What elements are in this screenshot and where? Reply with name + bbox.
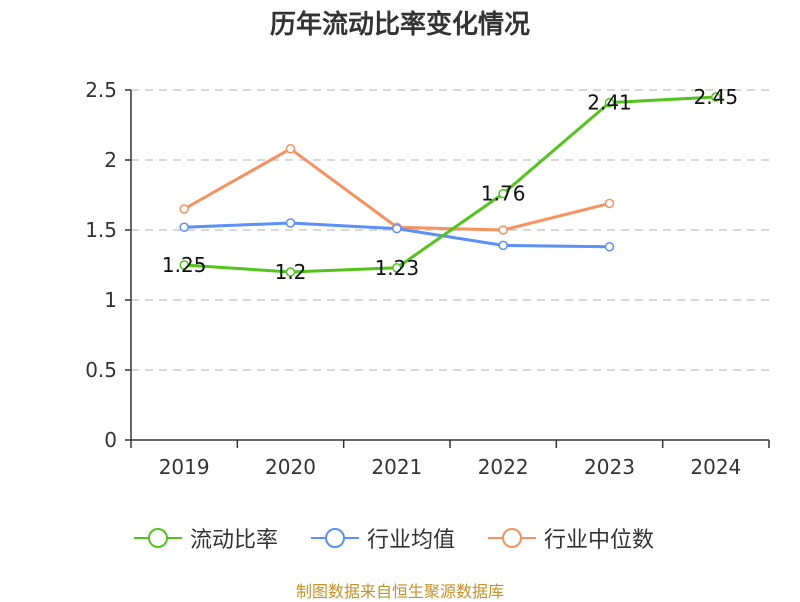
legend-label-industry-average: 行业均值 bbox=[367, 528, 456, 553]
x-tick-label-2019: 2019 bbox=[159, 455, 210, 479]
point-current-ratio-2021 bbox=[392, 263, 402, 273]
series-line-current-ratio bbox=[184, 95, 716, 274]
legend: 流动比率 行业均值 行业中位数 bbox=[0, 518, 800, 558]
y-tick-label-0: 0 bbox=[104, 428, 117, 452]
y-tick-label-2: 1 bbox=[104, 288, 117, 312]
point-industry-median-2020 bbox=[285, 144, 296, 154]
axes: 0 0.5 1 1.5 2 2.5 2019 2020 2021 2022 2023 2024 bbox=[85, 78, 770, 479]
point-current-ratio-2020 bbox=[285, 267, 296, 277]
legend-swatch-current-ratio-icon bbox=[134, 528, 182, 548]
x-tick-label-2021: 2021 bbox=[371, 455, 422, 479]
legend-item-current-ratio[interactable]: 流动比率 bbox=[134, 518, 278, 558]
data-labels: 1.25 1.2 1.23 1.76 2.41 2.45 bbox=[162, 85, 738, 284]
y-tick-label-1: 0.5 bbox=[85, 358, 117, 382]
point-industry-median-2019 bbox=[179, 204, 189, 214]
point-current-ratio-2023 bbox=[604, 97, 615, 108]
point-industry-average-2021 bbox=[392, 223, 402, 234]
y-tick-label-3: 1.5 bbox=[85, 218, 117, 242]
x-tick-label-2022: 2022 bbox=[478, 455, 529, 479]
point-industry-median-2022 bbox=[498, 225, 508, 235]
data-source-note: 制图数据来自恒生聚源数据库 bbox=[295, 582, 504, 601]
legend-label-industry-median: 行业中位数 bbox=[544, 528, 655, 553]
data-label-current-ratio-2019: 1.25 bbox=[162, 253, 207, 277]
x-tick-label-2024: 2024 bbox=[690, 455, 741, 479]
data-label-current-ratio-2023: 2.41 bbox=[587, 91, 632, 115]
data-label-current-ratio-2021: 1.23 bbox=[375, 256, 420, 280]
point-industry-median-2023 bbox=[604, 198, 615, 209]
point-current-ratio-2024 bbox=[711, 92, 721, 102]
x-tick-label-2023: 2023 bbox=[584, 455, 635, 479]
point-industry-average-2020 bbox=[285, 218, 296, 228]
x-tick-label-2020: 2020 bbox=[265, 455, 316, 479]
legend-item-industry-average[interactable]: 行业均值 bbox=[311, 518, 455, 558]
point-current-ratio-2022 bbox=[498, 188, 508, 199]
data-label-current-ratio-2024: 2.45 bbox=[694, 85, 739, 109]
series bbox=[179, 92, 721, 277]
legend-swatch-industry-median-icon bbox=[488, 528, 536, 548]
legend-item-industry-median[interactable]: 行业中位数 bbox=[488, 518, 654, 558]
chart-title: 历年流动比率变化情况 bbox=[269, 10, 530, 40]
legend-label-current-ratio: 流动比率 bbox=[190, 528, 279, 553]
series-line-industry-median bbox=[183, 147, 610, 232]
y-tick-label-5: 2.5 bbox=[85, 78, 117, 102]
legend-swatch-industry-average-icon bbox=[311, 528, 359, 548]
point-industry-average-2019 bbox=[179, 222, 189, 232]
data-label-current-ratio-2020: 1.2 bbox=[275, 260, 307, 284]
point-industry-average-2022 bbox=[498, 240, 508, 251]
point-industry-average-2023 bbox=[604, 242, 615, 252]
y-tick-label-4: 2 bbox=[104, 148, 117, 172]
point-current-ratio-2019 bbox=[179, 260, 189, 270]
data-label-current-ratio-2022: 1.76 bbox=[481, 182, 526, 206]
